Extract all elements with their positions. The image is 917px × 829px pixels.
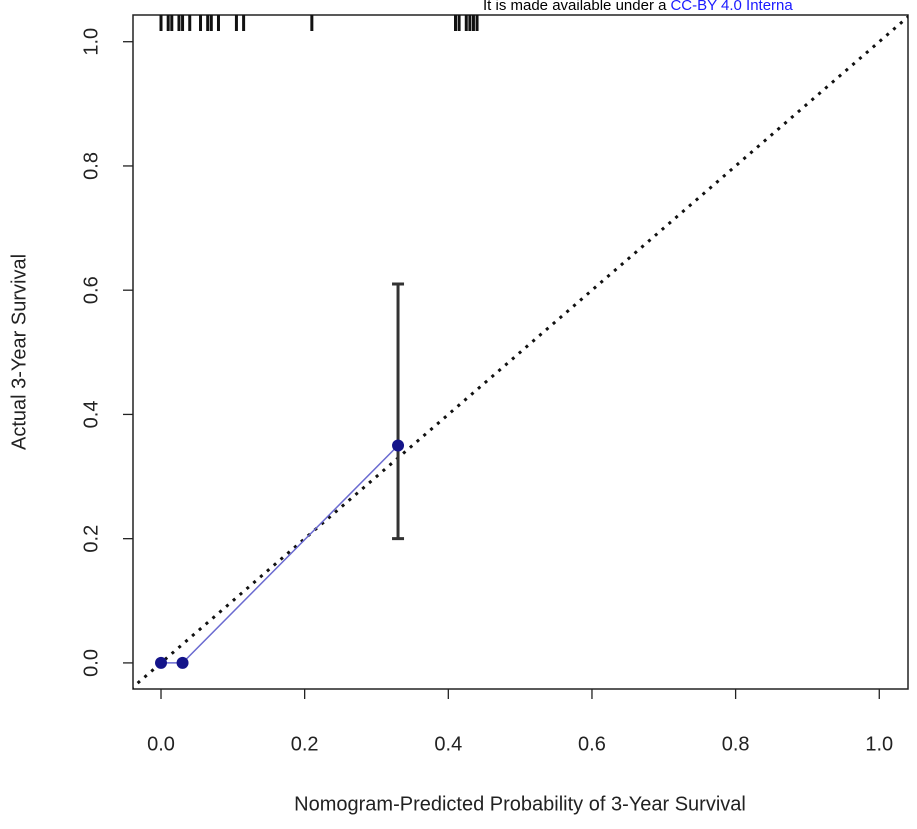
- x-tick-label: 0.8: [722, 733, 750, 755]
- x-tick-label: 0.2: [291, 733, 319, 755]
- y-tick-label: 0.8: [80, 152, 102, 180]
- y-tick-label: 0.0: [80, 649, 102, 677]
- x-tick-label: 1.0: [865, 733, 893, 755]
- x-axis-label: Nomogram-Predicted Probability of 3-Year…: [294, 793, 746, 815]
- note-text: It is made available under a: [483, 0, 667, 14]
- calibration-point: [155, 656, 168, 669]
- x-tick-label: 0.0: [147, 733, 175, 755]
- plot-frame: [132, 14, 909, 690]
- y-tick-label: 0.4: [80, 401, 102, 429]
- calibration-point: [392, 439, 405, 452]
- x-tick-label: 0.4: [434, 733, 462, 755]
- y-tick-label: 0.6: [80, 276, 102, 304]
- y-tick-label: 0.2: [80, 525, 102, 553]
- ideal-line: [133, 15, 908, 689]
- y-tick-label: 1.0: [80, 28, 102, 56]
- license-link[interactable]: CC-BY 4.0 Interna: [670, 0, 793, 14]
- calibration-line: [161, 444, 399, 664]
- header-note: It is made available under a CC-BY 4.0 In…: [483, 0, 793, 14]
- y-axis-label: Actual 3-Year Survival: [8, 254, 30, 450]
- x-tick-label: 0.6: [578, 733, 606, 755]
- calibration-point: [176, 656, 189, 669]
- plot-area: [133, 15, 908, 689]
- error-bar: [392, 282, 405, 541]
